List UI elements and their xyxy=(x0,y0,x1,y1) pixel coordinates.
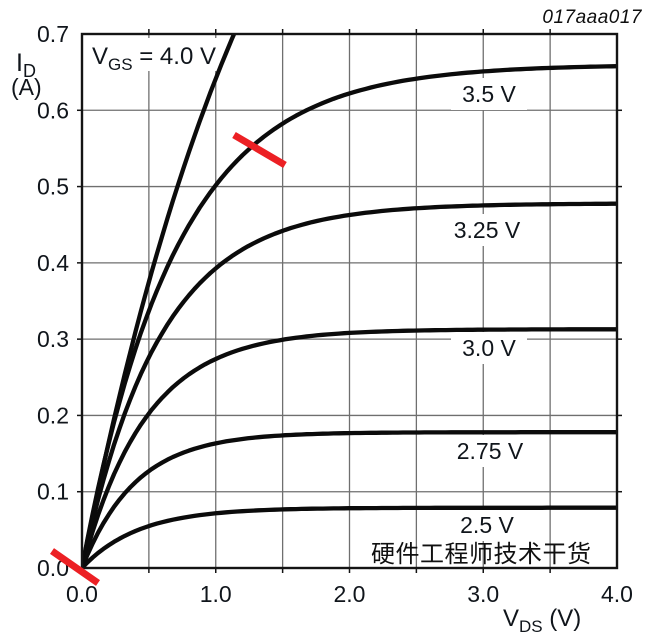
y-axis-title: ID xyxy=(16,49,36,81)
y-tick-label: 0.3 xyxy=(37,326,69,352)
curve-vgs-2.75V xyxy=(82,430,617,569)
curve-label-box xyxy=(451,332,527,364)
x-tick-label: 1.0 xyxy=(200,581,232,607)
plot-frame xyxy=(80,32,619,570)
y-tick-label: 0.6 xyxy=(37,97,69,123)
x-tick-label: 4.0 xyxy=(601,581,633,607)
curve-label-3V: 3.0 V xyxy=(462,335,516,361)
curve-label-3.5V: 3.5 V xyxy=(462,81,516,107)
red-annotations xyxy=(50,131,287,586)
plot-grid xyxy=(82,34,617,568)
curve-label-2.5V: 2.5 V xyxy=(460,512,514,538)
curves xyxy=(82,33,617,569)
vgs-label-box xyxy=(85,38,233,71)
y-axis-unit: (A) xyxy=(11,74,42,100)
curve-label-3.25V: 3.25 V xyxy=(454,217,521,243)
curve-label-box xyxy=(451,78,527,110)
watermark-text: 硬件工程师技术干货 xyxy=(371,541,592,568)
axis-tick-labels: 0.00.10.20.30.40.50.60.70.0 1.0 2.0 3.0 4.0 xyxy=(37,21,633,607)
red-slash-at-origin xyxy=(50,548,100,586)
x-axis-title: VDS (V) xyxy=(503,605,581,636)
curve-vgs-4V xyxy=(82,33,237,569)
y-tick-label: 0.1 xyxy=(37,479,69,505)
x-tick-label: 0.0 xyxy=(66,581,98,607)
tick-marks xyxy=(77,29,622,573)
curve-label-box xyxy=(442,214,532,246)
curve-vgs-3.25V xyxy=(82,201,617,569)
curve-label-box xyxy=(445,435,535,467)
curve-vgs-3V xyxy=(82,327,617,569)
curve-labels: 3.5 V 3.25 V 3.0 V 2.75 V 2.5 V VGS = 4.0 V xyxy=(85,38,535,541)
y-tick-label: 0.2 xyxy=(37,402,69,428)
y-tick-label: 0.4 xyxy=(37,250,69,276)
figure-id: 017aaa017 xyxy=(542,7,642,28)
vgs-annotation-label: VGS = 4.0 V xyxy=(92,43,216,74)
x-tick-label: 3.0 xyxy=(467,581,499,607)
y-tick-label: 0.5 xyxy=(37,174,69,200)
x-tick-label: 2.0 xyxy=(334,581,366,607)
y-tick-label: 0.7 xyxy=(37,21,69,47)
curve-label-2.75V: 2.75 V xyxy=(457,438,524,464)
curve-vgs-3.5V xyxy=(82,64,617,569)
red-slash-on-curve xyxy=(232,131,287,169)
curve-vgs-2.5V xyxy=(82,505,617,569)
curve-label-box xyxy=(449,509,525,541)
